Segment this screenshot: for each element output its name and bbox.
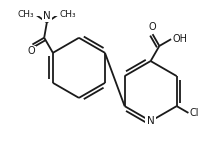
Text: O: O — [28, 46, 35, 56]
Text: Cl: Cl — [189, 108, 199, 118]
Text: OH: OH — [172, 34, 187, 44]
Text: N: N — [43, 11, 51, 22]
Text: O: O — [149, 22, 156, 32]
Text: CH₃: CH₃ — [17, 10, 34, 19]
Text: N: N — [147, 116, 154, 126]
Text: CH₃: CH₃ — [60, 10, 76, 19]
